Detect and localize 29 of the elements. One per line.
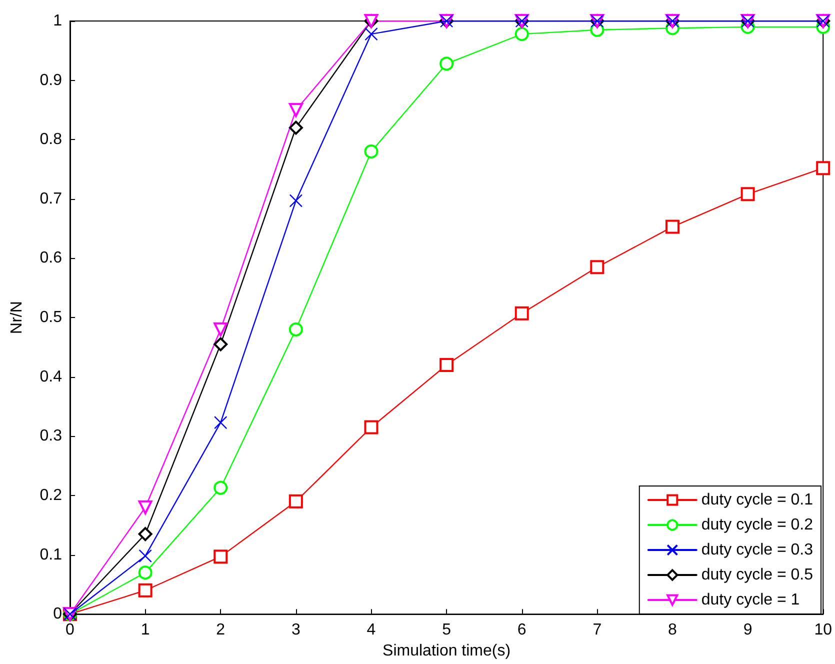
x-tick-label: 9 — [743, 622, 752, 639]
x-tick-label: 4 — [366, 622, 376, 639]
x-tick-label: 6 — [517, 622, 526, 639]
legend-label: duty cycle = 0.1 — [701, 492, 814, 508]
x-tick-label: 3 — [291, 622, 300, 639]
y-tick-label: 0.9 — [40, 72, 62, 89]
x-tick-label: 2 — [216, 622, 226, 639]
y-tick-label: 0.5 — [40, 309, 62, 326]
x-tick-label: 8 — [668, 622, 678, 639]
y-tick-label: 1 — [53, 12, 62, 30]
x-tick-label: 5 — [442, 622, 452, 639]
legend-label: duty cycle = 0.3 — [701, 542, 814, 558]
y-tick-label: 0.8 — [40, 131, 62, 148]
legend-label: duty cycle = 0.5 — [701, 566, 814, 584]
y-tick-label: 0.3 — [40, 428, 62, 445]
x-tick-label: 7 — [592, 622, 602, 639]
y-tick-label: 0.7 — [40, 190, 62, 208]
y-tick-label: 0.4 — [40, 368, 62, 386]
y-tick-label: 0 — [53, 606, 62, 623]
y-tick-label: 0.1 — [40, 546, 62, 564]
legend-label: duty cycle = 0.2 — [701, 516, 814, 534]
legend-label: duty cycle = 1 — [701, 592, 800, 608]
x-tick-label: 0 — [66, 622, 75, 639]
x-tick-label: 1 — [140, 622, 150, 639]
y-tick-label: 0.2 — [40, 486, 62, 504]
y-tick-label: 0.6 — [40, 250, 62, 267]
x-tick-label: 10 — [814, 622, 832, 639]
x-axis-title: Simulation time(s) — [382, 642, 511, 660]
y-axis-title: Nr/N — [8, 301, 26, 334]
